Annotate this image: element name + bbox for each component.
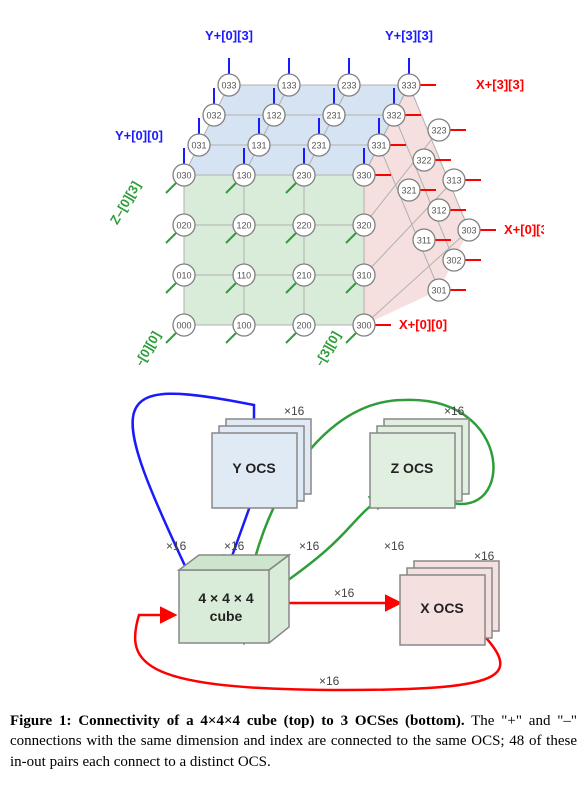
node-label-330: 330 <box>356 170 371 180</box>
connectivity-diagram: Y OCS Z OCS X OCS 4 × 4 × 4 cube ×16 ×16… <box>44 365 544 705</box>
node-label-220: 220 <box>296 220 311 230</box>
zocs-label: Z OCS <box>390 460 433 476</box>
node-label-310: 310 <box>356 270 371 280</box>
node-label-032: 032 <box>206 110 221 120</box>
node-label-321: 321 <box>401 185 416 195</box>
cube-label-2: cube <box>209 608 242 624</box>
fig-title: Connectivity of a 4×4×4 cube (top) to 3 … <box>78 713 464 729</box>
front-face-green <box>184 175 364 325</box>
node-label-210: 210 <box>296 270 311 280</box>
mult-3: ×16 <box>166 539 187 553</box>
xocs-stack: X OCS <box>400 561 499 645</box>
mult-4: ×16 <box>224 539 245 553</box>
mult-7: ×16 <box>474 549 495 563</box>
yocs-label: Y OCS <box>232 460 275 476</box>
label-z-bl: Z–[0][0] <box>126 329 162 365</box>
label-y-left: Y+[0][0] <box>114 128 162 143</box>
xocs-label: X OCS <box>420 600 464 616</box>
node-label-301: 301 <box>431 285 446 295</box>
cube-diagram: 033 133 233 333 032 132 231 332 031 131 231 331 030 1… <box>44 10 544 365</box>
label-x-mid: X+[0][3] <box>504 222 544 237</box>
node-label-000: 000 <box>176 320 191 330</box>
mult-5: ×16 <box>299 539 320 553</box>
node-label-332: 332 <box>386 110 401 120</box>
node-label-230: 230 <box>296 170 311 180</box>
zocs-stack: Z OCS <box>370 419 469 508</box>
figure-caption: Figure 1: Connectivity of a 4×4×4 cube (… <box>10 711 577 772</box>
label-y-tr: Y+[3][3] <box>384 28 432 43</box>
label-y-tl: Y+[0][3] <box>204 28 252 43</box>
node-label-302: 302 <box>446 255 461 265</box>
node-label-303: 303 <box>461 225 476 235</box>
node-label-233: 233 <box>341 80 356 90</box>
mult-8: ×16 <box>334 586 355 600</box>
node-label-130: 130 <box>236 170 251 180</box>
node-label-231: 231 <box>326 110 341 120</box>
node-label-033: 033 <box>221 80 236 90</box>
node-label-313: 313 <box>446 175 461 185</box>
node-label-030: 030 <box>176 170 191 180</box>
node-label-020: 020 <box>176 220 191 230</box>
node-label-323: 323 <box>431 125 446 135</box>
mult-9: ×16 <box>319 674 340 688</box>
cube-box: 4 × 4 × 4 cube <box>179 555 289 643</box>
node-label-311: 311 <box>416 235 430 245</box>
figure-wrapper: 033 133 233 333 032 132 231 332 031 131 231 331 030 1… <box>10 10 577 772</box>
node-label-322: 322 <box>416 155 431 165</box>
node-label-333: 333 <box>401 80 416 90</box>
mult-2: ×16 <box>444 404 465 418</box>
node-label-200: 200 <box>296 320 311 330</box>
mult-6: ×16 <box>384 539 405 553</box>
label-x-bot: X+[0][0] <box>399 317 447 332</box>
mult-1: ×16 <box>284 404 305 418</box>
label-x-tr: X+[3][3] <box>476 77 524 92</box>
node-label-300: 300 <box>356 320 371 330</box>
node-label-100: 100 <box>236 320 251 330</box>
cube-label-1: 4 × 4 × 4 <box>198 590 253 606</box>
z-loop <box>274 495 384 590</box>
node-label-131: 131 <box>251 140 266 150</box>
node-label-312: 312 <box>431 205 446 215</box>
node-label-231: 231 <box>311 140 326 150</box>
node-label-031: 031 <box>191 140 206 150</box>
fig-number: Figure 1 <box>10 713 67 729</box>
label-z-tl: Z–[0][3] <box>106 179 142 227</box>
yocs-stack: Y OCS <box>212 419 311 508</box>
node-label-010: 010 <box>176 270 191 280</box>
node-label-133: 133 <box>281 80 296 90</box>
node-label-120: 120 <box>236 220 251 230</box>
node-label-320: 320 <box>356 220 371 230</box>
node-label-110: 110 <box>236 270 250 280</box>
node-label-331: 331 <box>371 140 386 150</box>
label-z-br: Z–[3][0] <box>306 329 342 365</box>
node-label-132: 132 <box>266 110 281 120</box>
